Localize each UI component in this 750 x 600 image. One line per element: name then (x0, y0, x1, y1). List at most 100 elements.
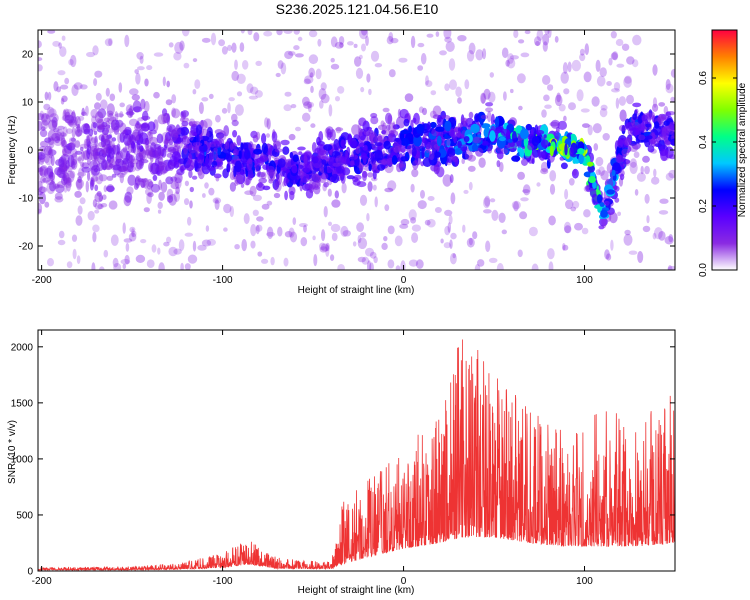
spectral-blob (320, 93, 330, 104)
spectral-blob (632, 113, 637, 121)
spectral-blob (557, 120, 567, 130)
spectral-blob (517, 171, 525, 180)
spectral-blob (591, 193, 599, 206)
spectral-blob (262, 164, 270, 171)
snr-x-tick-label: 100 (576, 576, 593, 587)
spectral-blob (563, 115, 567, 122)
spectral-blob (549, 145, 554, 157)
spectral-blob (429, 121, 437, 129)
spectrogram-x-tick-label: 0 (401, 275, 407, 286)
spectral-blob (547, 152, 555, 163)
spectral-blob (303, 155, 308, 167)
spectral-blob (303, 163, 311, 173)
spectral-blob (284, 91, 292, 97)
spectral-blob (600, 104, 608, 111)
spectral-blob (525, 123, 532, 131)
spectral-blob (518, 39, 525, 44)
figure-title: S236.2025.121.04.56.E10 (276, 1, 439, 17)
spectral-blob (599, 202, 605, 208)
spectral-blob (281, 181, 286, 187)
spectral-blob (483, 209, 492, 214)
spectral-blob (227, 102, 231, 114)
spectral-blob (145, 145, 153, 156)
spectral-blob (290, 104, 297, 109)
spectral-blob (548, 215, 556, 226)
spectral-blob (160, 181, 168, 193)
spectral-blob (79, 84, 88, 90)
spectral-blob (122, 157, 130, 165)
spectral-blob (54, 196, 64, 203)
spectral-blob (66, 179, 71, 192)
spectral-blob (522, 184, 531, 196)
spectral-blob (307, 103, 312, 113)
spectral-blob (367, 172, 374, 178)
spectral-blob (367, 260, 372, 270)
spectral-blob (496, 263, 504, 270)
spectral-blob (337, 86, 345, 94)
spectral-blob (320, 173, 329, 180)
spectral-blob (411, 147, 417, 157)
spectral-blob (104, 38, 113, 47)
spectral-blob (165, 99, 173, 106)
spectral-blob (70, 111, 77, 124)
spectral-blob (176, 127, 186, 137)
spectral-blob (48, 119, 57, 131)
spectral-blob (599, 67, 607, 77)
snr-y-label: SNR (10 * v/v) (7, 420, 18, 484)
spectral-blob (58, 157, 65, 168)
spectral-blob (654, 121, 660, 129)
spectral-blob (150, 183, 160, 193)
spectral-blob (668, 154, 675, 160)
snr-series (38, 339, 675, 571)
spectral-blob (80, 161, 85, 168)
spectral-blob (323, 144, 333, 151)
spectral-blob (377, 124, 387, 131)
spectral-blob (217, 146, 222, 156)
spectral-blob (38, 113, 45, 121)
spectral-blob (467, 154, 476, 162)
spectral-blob (487, 91, 496, 103)
spectral-blob (45, 179, 55, 185)
spectral-blob (543, 94, 550, 102)
spectral-blob (255, 60, 262, 66)
spectral-blob (439, 50, 447, 56)
spectral-blob (157, 201, 163, 209)
spectral-blob (60, 137, 67, 148)
spectral-blob (323, 181, 329, 188)
spectral-blob (197, 244, 207, 251)
spectral-blob (338, 36, 345, 45)
spectral-blob (44, 137, 52, 143)
spectral-blob (45, 114, 50, 120)
spectral-blob (668, 122, 675, 132)
spectral-blob (166, 138, 173, 144)
spectral-blob (480, 92, 487, 104)
spectral-blob (464, 79, 470, 90)
spectral-blob (563, 221, 572, 234)
spectral-blob (248, 95, 258, 100)
spectral-blob (138, 149, 149, 161)
spectral-blob (162, 120, 166, 125)
spectral-blob (135, 254, 146, 263)
spectral-blob (464, 150, 473, 161)
spectral-blob (312, 235, 316, 241)
spectral-blob (374, 149, 383, 162)
spectral-blob (227, 44, 232, 52)
spectral-blob (194, 79, 201, 89)
spectral-blob (178, 239, 185, 251)
spectral-blob (417, 65, 424, 71)
spectral-blob (49, 180, 56, 192)
spectral-blob (192, 240, 197, 252)
spectral-blob (256, 157, 266, 163)
spectral-blob (131, 230, 137, 237)
spectral-blob (632, 59, 639, 68)
spectral-blob (580, 108, 590, 113)
spectral-blob (544, 30, 550, 35)
spectral-blob (386, 124, 391, 131)
spectral-blob (165, 165, 171, 172)
spectral-blob (240, 30, 245, 34)
spectral-blob (332, 162, 342, 167)
spectral-blob (41, 119, 49, 130)
spectral-blob (53, 128, 60, 133)
spectral-blob (471, 144, 479, 152)
spectral-blob (283, 30, 293, 34)
